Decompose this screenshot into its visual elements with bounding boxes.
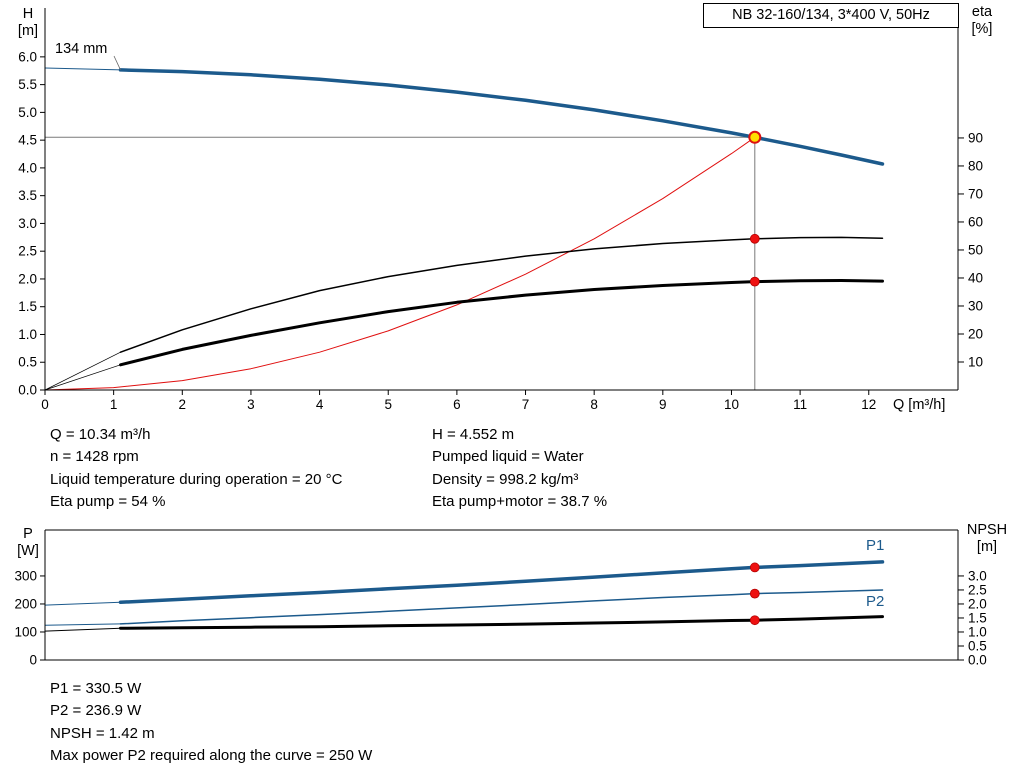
duty-point-dot xyxy=(749,562,760,573)
tick-label: 10 xyxy=(724,397,739,412)
info-npsh: NPSH = 1.42 m xyxy=(50,724,155,742)
power-info-block: P1 = 330.5 W P2 = 236.9 W NPSH = 1.42 m … xyxy=(50,678,372,768)
tick-label: 9 xyxy=(659,397,667,412)
p1-curve xyxy=(118,560,885,605)
tick-label: 5.0 xyxy=(18,105,37,120)
tick-label: 7 xyxy=(522,397,530,412)
eta-axis-label: eta [%] xyxy=(962,4,1002,38)
duty-info-right-column: H = 4.552 m Pumped liquid = Water Densit… xyxy=(432,424,607,514)
duty-point-dot xyxy=(749,615,760,626)
p2-curve-label: P2 xyxy=(866,593,885,610)
eta-total-lead-curve xyxy=(44,364,121,391)
duty-info-left-column: Q = 10.34 m³/h n = 1428 rpm Liquid tempe… xyxy=(50,424,342,514)
tick-label: 5.5 xyxy=(18,77,37,92)
tick-label: 2 xyxy=(179,397,187,412)
tick-label: 2.5 xyxy=(18,244,37,259)
head-curve xyxy=(118,68,885,166)
tick-label: 1.5 xyxy=(18,299,37,314)
info-speed: n = 1428 rpm xyxy=(50,448,139,466)
tick-label: 5 xyxy=(384,397,392,412)
npsh-axis-unit: [m] xyxy=(976,539,998,555)
impeller-diameter-label: 134 mm xyxy=(55,41,108,57)
tick-label: 40 xyxy=(968,270,983,285)
h-axis-unit: [m] xyxy=(17,23,39,39)
tick-label: 6.0 xyxy=(18,49,37,64)
tick-label: 3.0 xyxy=(968,568,987,583)
duty-point-dot xyxy=(749,233,760,244)
tick-label: 11 xyxy=(793,397,807,412)
tick-label: 4.5 xyxy=(18,133,37,148)
eta-axis-symbol: eta xyxy=(971,4,993,20)
impeller-callout-line xyxy=(113,55,121,71)
tick-label: 100 xyxy=(14,624,37,639)
tick-label: 3.0 xyxy=(18,216,37,231)
operating-point-marker xyxy=(748,130,762,144)
info-head: H = 4.552 m xyxy=(432,426,515,443)
tick-label: 6 xyxy=(453,397,461,412)
tick-label: 50 xyxy=(968,242,983,257)
duty-point-dot xyxy=(749,276,760,287)
tick-label: 0 xyxy=(29,653,37,668)
npsh-axis-label: NPSH [m] xyxy=(960,522,1014,556)
tick-label: 0.0 xyxy=(968,653,987,668)
tick-label: 30 xyxy=(968,298,983,313)
p1-curve-label: P1 xyxy=(866,537,885,554)
power-axis-symbol: P xyxy=(23,526,33,542)
h-axis-label: H [m] xyxy=(10,6,46,40)
tick-label: 80 xyxy=(968,158,983,173)
info-max-power: Max power P2 required along the curve = … xyxy=(50,747,373,765)
pump-title-box: NB 32-160/134, 3*400 V, 50Hz xyxy=(703,3,959,28)
tick-label: 1.0 xyxy=(18,327,37,342)
tick-label: 1.5 xyxy=(968,610,987,625)
p1-lead-curve xyxy=(44,601,121,606)
tick-label: 1.0 xyxy=(968,624,987,639)
info-liquid-temperature: Liquid temperature during operation = 20… xyxy=(50,470,343,488)
tick-label: 0.0 xyxy=(18,383,37,398)
tick-label: 2.5 xyxy=(968,582,987,597)
info-p1: P1 = 330.5 W xyxy=(50,680,142,697)
p2-lead-curve xyxy=(44,623,121,626)
tick-label: 20 xyxy=(968,326,983,341)
power-axis-unit: [W] xyxy=(17,543,39,559)
tick-label: 12 xyxy=(861,397,876,412)
tick-label: 300 xyxy=(14,568,37,583)
tick-label: 70 xyxy=(968,186,983,201)
tick-label: 8 xyxy=(590,397,598,412)
info-eta-pump-motor: Eta pump+motor = 38.7 % xyxy=(432,493,608,511)
npsh-lead-curve xyxy=(44,627,121,632)
tick-label: 60 xyxy=(968,214,983,229)
power-axis-label: P [W] xyxy=(10,526,46,560)
eta-total-curve xyxy=(119,279,884,367)
h-axis-symbol: H xyxy=(22,6,34,22)
tick-label: 90 xyxy=(968,130,983,145)
tick-label: 0.5 xyxy=(18,355,37,370)
info-pumped-liquid: Pumped liquid = Water xyxy=(432,448,584,466)
tick-label: 2.0 xyxy=(968,596,987,611)
tick-label: 2.0 xyxy=(18,271,37,286)
info-p2: P2 = 236.9 W xyxy=(50,702,142,720)
tick-label: 0.5 xyxy=(968,638,987,653)
eta-axis-unit: [%] xyxy=(971,21,993,37)
info-eta-pump: Eta pump = 54 % xyxy=(50,493,166,511)
tick-label: 0 xyxy=(41,397,49,412)
info-density: Density = 998.2 kg/m³ xyxy=(432,470,579,488)
tick-label: 3 xyxy=(247,397,255,412)
duty-point-dot xyxy=(749,588,760,599)
system-curve xyxy=(44,136,756,391)
tick-label: 10 xyxy=(968,354,983,369)
q-axis-label: Q [m³/h] xyxy=(893,397,946,413)
eta-pump-lead-curve xyxy=(44,351,121,391)
npsh-axis-symbol: NPSH xyxy=(966,522,1008,538)
tick-label: 4.0 xyxy=(18,160,37,175)
info-flow: Q = 10.34 m³/h xyxy=(50,426,151,443)
tick-label: 200 xyxy=(14,596,37,611)
head-lead-curve xyxy=(44,67,121,71)
tick-label: 4 xyxy=(316,397,324,412)
tick-label: 1 xyxy=(110,397,118,412)
eta-pump-curve xyxy=(119,236,884,353)
tick-label: 3.5 xyxy=(18,188,37,203)
